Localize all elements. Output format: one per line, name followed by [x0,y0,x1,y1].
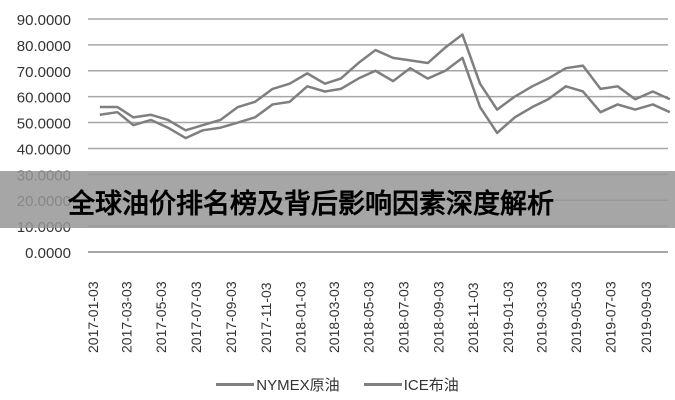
x-tick-label: 2018-03-03 [326,281,342,353]
y-tick-label: 80.0000 [17,38,71,55]
legend-line-swatch [216,383,255,386]
banner-title: 全球油价排名榜及背后影响因素深度解析 [68,189,554,220]
legend-label: ICE布油 [403,377,459,394]
x-tick-label: 2017-11-03 [258,282,274,353]
x-tick-label: 2017-01-03 [85,281,101,353]
series-line-nymex [99,56,671,140]
x-tick-label: 2019-03-03 [533,281,549,353]
x-tick-label: 2019-09-03 [638,281,654,353]
x-tick-label: 2018-05-03 [361,281,377,353]
y-tick-label: 50.0000 [17,116,71,133]
y-tick-label: 40.0000 [17,141,71,158]
x-tick-label: 2018-11-03 [465,282,481,353]
x-tick-label: 2017-05-03 [153,281,169,353]
x-tick-label: 2018-01-03 [292,281,308,353]
x-tick-label: 2018-07-03 [395,281,411,353]
x-tick-label: 2018-09-03 [431,281,447,353]
x-tick-label: 2019-05-03 [568,281,584,353]
legend: NYMEX原油 ICE布油 [0,373,675,395]
y-tick-label: 0.0000 [25,245,71,262]
x-tick-label: 2017-09-03 [223,281,239,353]
y-tick-label: 70.0000 [17,64,71,81]
y-tick-label: 90.0000 [17,12,71,29]
series-line-ice [99,33,671,132]
x-tick-label: 2019-07-03 [603,281,619,353]
y-tick-label: 60.0000 [17,90,71,107]
x-tick-label: 2019-01-03 [500,281,516,353]
legend-item-nymex: NYMEX原油 [216,374,340,395]
legend-item-ice: ICE布油 [363,374,459,395]
legend-label: NYMEX原油 [256,377,340,394]
x-tick-label: 2017-07-03 [188,281,204,353]
legend-line-swatch [363,383,402,386]
x-tick-label: 2017-03-03 [119,281,135,353]
title-banner: 全球油价排名榜及背后影响因素深度解析 [0,171,675,228]
